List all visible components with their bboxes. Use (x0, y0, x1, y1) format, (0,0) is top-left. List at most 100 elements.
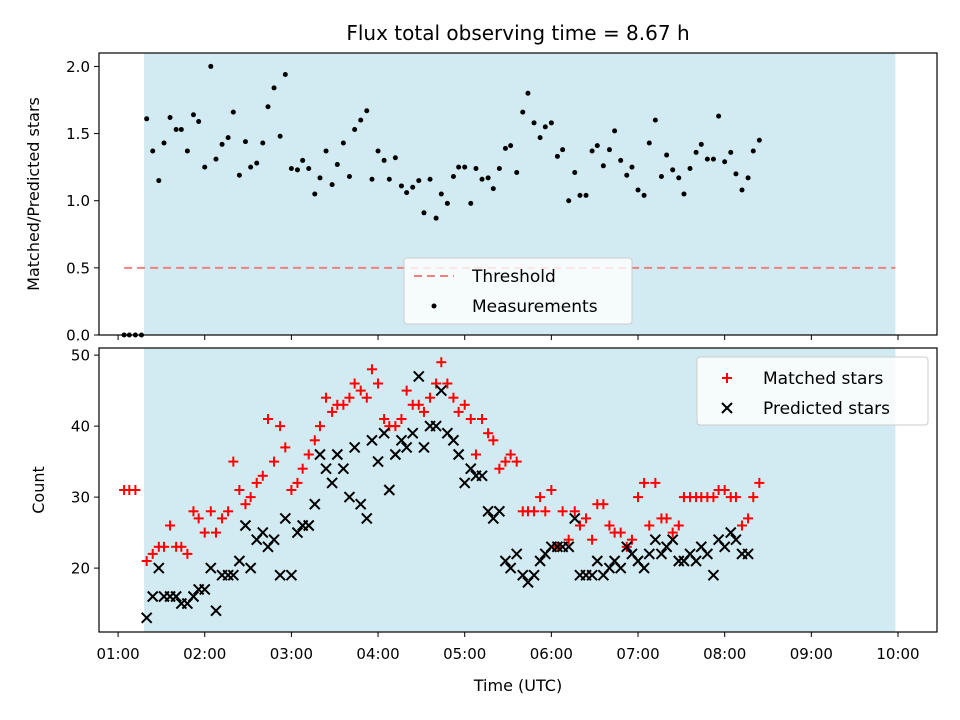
measurement-point (398, 183, 404, 189)
matched-star-point (396, 414, 407, 424)
measurement-point (282, 71, 288, 77)
matched-star-point (730, 492, 741, 503)
top-legend-box (403, 257, 633, 325)
predicted-star-point (482, 505, 494, 518)
predicted-star-point (372, 455, 384, 468)
predicted-star-point (140, 612, 153, 624)
legend-matched-label: Matched stars (763, 369, 883, 389)
predicted-star-point (504, 562, 517, 574)
measurement-point (525, 90, 531, 96)
measurement-point (658, 174, 664, 180)
bottom-x-tick-label: 05:00 (443, 645, 486, 663)
predicted-star-point (361, 512, 373, 525)
measurement-point (629, 164, 635, 170)
predicted-star-point (510, 548, 523, 560)
matched-star-point (574, 520, 585, 531)
measurement-point (277, 133, 283, 139)
matched-star-point (280, 442, 291, 453)
measurement-point (312, 191, 318, 197)
top-y-tick-label: 0.5 (66, 259, 90, 277)
bottom-legend: Matched stars Predicted stars (696, 356, 929, 426)
measurement-point (756, 137, 762, 143)
measurement-point (496, 165, 502, 171)
measurement-point (410, 184, 416, 190)
matched-star-point (418, 406, 429, 417)
measurement-point (236, 172, 242, 178)
legend-predicted-marker (721, 402, 733, 414)
predicted-star-point (621, 541, 633, 553)
predicted-star-point (569, 512, 581, 525)
legend-threshold-label: Threshold (471, 267, 556, 287)
measurement-point (352, 127, 358, 133)
matched-star-point (366, 364, 377, 375)
legend-predicted-label: Predicted stars (763, 399, 890, 419)
measurement-point (468, 200, 474, 206)
matched-star-point (587, 534, 598, 545)
legend-measurements-label: Measurements (472, 297, 598, 317)
matched-star-point (500, 456, 511, 467)
bottom-y-tick-label: 50 (71, 347, 90, 365)
top-panel: 0.00.51.01.52.0 Matched/Predicted stars … (24, 52, 938, 345)
bottom-x-tick-label: 03:00 (270, 645, 313, 663)
matched-star-point (245, 492, 256, 503)
measurement-point (438, 191, 444, 197)
predicted-star-point (707, 569, 720, 581)
predicted-star-point (378, 427, 390, 439)
bottom-x-tick-label: 09:00 (790, 645, 833, 663)
predicted-star-point (320, 462, 332, 475)
matched-star-point (401, 385, 412, 396)
matched-star-point (182, 548, 193, 559)
measurement-point (358, 117, 364, 123)
measurement-point (612, 128, 618, 134)
matched-star-point (314, 421, 325, 432)
predicted-star-point (649, 533, 662, 546)
top-plot-frame (98, 52, 938, 336)
predicted-star-point (244, 562, 257, 574)
measurement-point (156, 178, 162, 184)
bottom-x-tick-label: 10:00 (876, 645, 919, 663)
bottom-panel: 20 30 40 50 01:00 02:00 03:00 04:00 05:00 06:00 0… (29, 347, 938, 695)
predicted-star-point (400, 441, 413, 454)
predicted-star-point (383, 484, 396, 496)
matched-star-point (431, 378, 442, 389)
predicted-star-point (673, 555, 685, 567)
predicted-star-point (562, 541, 575, 553)
measurement-point (606, 147, 612, 153)
measurement-point (381, 157, 387, 163)
legend-matched-marker (722, 373, 732, 383)
predicted-star-point (614, 562, 627, 574)
matched-star-point (448, 392, 459, 403)
predicted-star-point (418, 441, 430, 454)
matched-star-point (257, 470, 268, 481)
predicted-star-point (366, 434, 378, 447)
measurement-point (537, 135, 543, 141)
matched-star-point (604, 520, 615, 531)
predicted-star-point (452, 448, 465, 461)
predicted-star-point (655, 548, 668, 560)
predicted-star-point (730, 533, 742, 546)
predicted-star-point (309, 498, 321, 510)
measurement-point (572, 170, 578, 176)
matched-star-point (470, 449, 481, 460)
predicted-star-point (718, 541, 731, 553)
bottom-y-tick-label: 30 (71, 489, 90, 507)
matched-star-point (228, 456, 239, 467)
predicted-star-point (534, 555, 546, 567)
matched-star-point (205, 506, 216, 517)
measurement-point (265, 104, 271, 110)
measurement-point (479, 176, 485, 182)
measurement-point (624, 172, 630, 178)
measurement-point (167, 114, 173, 120)
measurement-point (641, 192, 647, 198)
matched-star-point (297, 463, 308, 474)
measurement-point (750, 148, 756, 154)
matched-star-point (130, 485, 141, 495)
matched-star-point (626, 534, 637, 545)
measurement-point (704, 156, 710, 162)
predicted-star-point (458, 477, 471, 489)
matched-star-point (361, 392, 372, 403)
measurement-point (184, 148, 190, 154)
matched-star-point (321, 392, 332, 403)
measurement-point (150, 148, 156, 154)
predicted-star-point (331, 448, 344, 461)
